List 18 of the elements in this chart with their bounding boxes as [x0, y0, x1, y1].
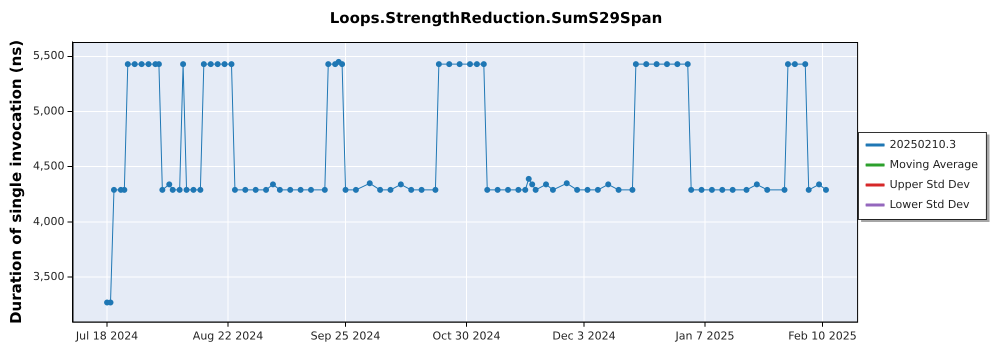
x-tick-label: Dec 3 2024 [552, 329, 616, 342]
legend-label: 20250210.3 [890, 138, 956, 151]
x-tick-label: Feb 10 2025 [788, 329, 857, 342]
x-tick-label: Sep 25 2024 [310, 329, 380, 342]
x-tick-label: Jan 7 2025 [674, 329, 734, 342]
y-tick-label: 5,000 [32, 104, 64, 118]
chart-title: Loops.StrengthReduction.SumS29Span [330, 8, 662, 27]
x-tick-label: Aug 22 2024 [192, 329, 264, 342]
x-tick-label: Jul 18 2024 [74, 329, 138, 342]
x-tick-label: Oct 30 2024 [432, 329, 501, 342]
legend-label: Moving Average [890, 158, 978, 171]
y-tick-label: 3,500 [32, 270, 64, 283]
legend-label: Lower Std Dev [890, 198, 970, 211]
legend-label: Upper Std Dev [890, 178, 970, 191]
y-axis-title: Duration of single invocation (ns) [6, 40, 25, 324]
y-tick-label: 5,500 [32, 49, 64, 62]
y-tick-label: 4,000 [32, 214, 64, 228]
y-tick-label: 4,500 [32, 160, 64, 173]
